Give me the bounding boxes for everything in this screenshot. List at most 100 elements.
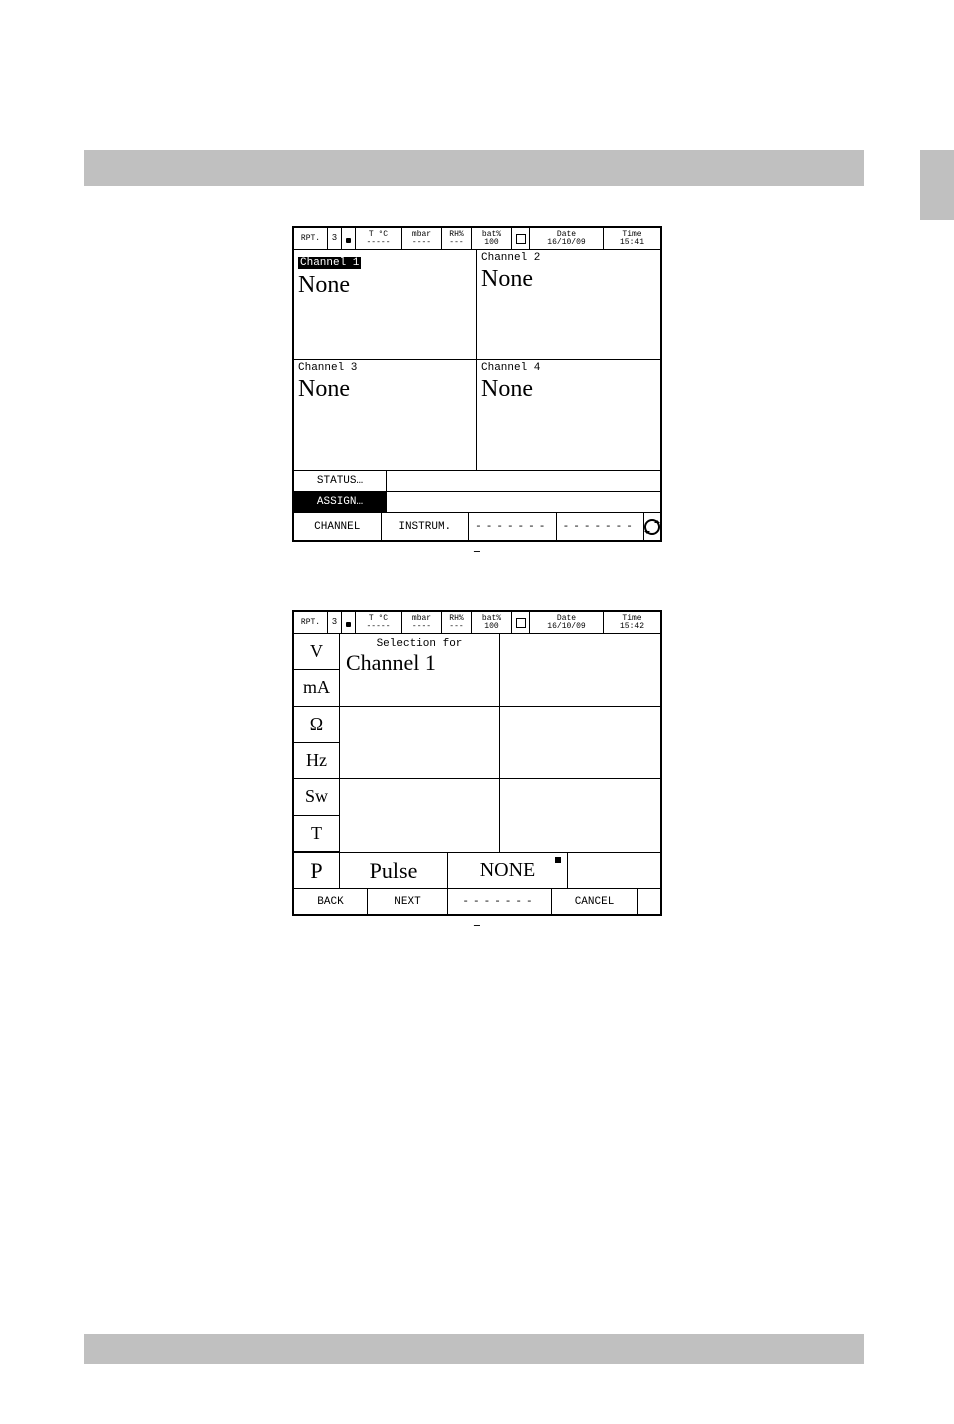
lcd-screen-2: RPT. 3 T °C----- mbar---- RH%--- bat%100… xyxy=(292,610,662,916)
status-rh-2: RH%--- xyxy=(442,612,472,633)
time-val-2: 15:42 xyxy=(606,623,658,631)
status-rpt-n: 3 xyxy=(328,228,342,249)
selection-value: Channel 1 xyxy=(346,650,493,676)
assign-menu-item[interactable]: ASSIGN… xyxy=(294,492,387,512)
unit-v[interactable]: V xyxy=(294,634,340,670)
cycle-icon xyxy=(644,519,660,535)
channel-4-value: None xyxy=(481,376,656,403)
instrum-button[interactable]: INSTRUM. xyxy=(382,513,470,540)
blank-area xyxy=(0,934,954,1294)
status-time-2: Time15:42 xyxy=(604,612,660,633)
status-card-icon xyxy=(512,228,530,249)
footer2-empty xyxy=(638,889,660,914)
screen2-box-tr xyxy=(500,634,660,707)
status-rpt-2: RPT. xyxy=(294,612,328,633)
side-tab xyxy=(920,150,954,220)
lcd-screen-1: RPT. 3 T °C ----- mbar ---- RH% --- bat%… xyxy=(292,226,662,542)
status-bar-2: RPT. 3 T °C----- mbar---- RH%--- bat%100… xyxy=(294,612,660,634)
rh-val-2: --- xyxy=(444,623,469,631)
channel-3-label: Channel 3 xyxy=(298,362,472,374)
unit-p[interactable]: P xyxy=(294,853,340,888)
unit-t[interactable]: T xyxy=(294,816,340,852)
t-val: ----- xyxy=(358,239,399,247)
screen2-box-ml xyxy=(340,707,500,780)
screen2-box-br xyxy=(500,779,660,852)
date-val-2: 16/10/09 xyxy=(532,623,601,631)
channel-2-label: Channel 2 xyxy=(481,252,656,264)
selection-box: Selection for Channel 1 xyxy=(340,634,500,707)
unit-column: V mA Ω Hz Sw T xyxy=(294,634,340,852)
screen2-box-bl xyxy=(340,779,500,852)
footer-dash-2: ------- xyxy=(557,513,645,540)
status-led-icon xyxy=(342,228,356,249)
channel-1-pane[interactable]: Channel 1 None xyxy=(294,250,477,360)
channel-grid: Channel 1 None Channel 2 None Channel 3 … xyxy=(294,250,660,470)
caption-1: – xyxy=(0,544,954,560)
status-led-icon-2 xyxy=(342,612,356,633)
channel-2-value: None xyxy=(481,266,656,293)
rpt-label-2: RPT. xyxy=(296,619,325,627)
screen2-main: Selection for Channel 1 xyxy=(340,634,660,852)
t-val-2: ----- xyxy=(358,623,399,631)
channel-3-pane[interactable]: Channel 3 None xyxy=(294,360,477,470)
mbar-val: ---- xyxy=(404,239,439,247)
status-date-2: Date16/10/09 xyxy=(530,612,604,633)
status-temp: T °C ----- xyxy=(356,228,402,249)
status-bar: RPT. 3 T °C ----- mbar ---- RH% --- bat%… xyxy=(294,228,660,250)
screen2-bottom-row: P Pulse NONE xyxy=(294,852,660,888)
pulse-button[interactable]: Pulse xyxy=(340,853,448,888)
channel-button[interactable]: CHANNEL xyxy=(294,513,382,540)
status-date: Date 16/10/09 xyxy=(530,228,604,249)
status-rpt-n-2: 3 xyxy=(328,612,342,633)
footer-bar xyxy=(84,1334,864,1364)
page: RPT. 3 T °C ----- mbar ---- RH% --- bat%… xyxy=(0,0,954,1424)
channel-3-value: None xyxy=(298,376,472,403)
unit-ma[interactable]: mA xyxy=(294,670,340,706)
unit-sw[interactable]: Sw xyxy=(294,779,340,815)
unit-hz[interactable]: Hz xyxy=(294,743,340,779)
status-mbar: mbar ---- xyxy=(402,228,442,249)
date-val: 16/10/09 xyxy=(532,239,601,247)
channel-4-label: Channel 4 xyxy=(481,362,656,374)
status-bat: bat% 100 xyxy=(472,228,512,249)
side-menu-row-1: STATUS… xyxy=(294,470,660,491)
screen2-body: V mA Ω Hz Sw T Selection for Channel 1 xyxy=(294,634,660,852)
cancel-button[interactable]: CANCEL xyxy=(552,889,638,914)
bat-val-2: 100 xyxy=(474,623,509,631)
status-rpt: RPT. xyxy=(294,228,328,249)
rpt-n: 3 xyxy=(330,234,339,243)
footer2-dash: ------- xyxy=(448,889,552,914)
status-card-icon-2 xyxy=(512,612,530,633)
screen2-footer: BACK NEXT ------- CANCEL xyxy=(294,888,660,914)
channel-1-value: None xyxy=(298,272,472,299)
status-mbar-2: mbar---- xyxy=(402,612,442,633)
channel-2-pane[interactable]: Channel 2 None xyxy=(477,250,660,360)
rpt-label: RPT. xyxy=(296,235,325,243)
rh-val: --- xyxy=(444,239,469,247)
status-bat-2: bat%100 xyxy=(472,612,512,633)
header-bar xyxy=(84,150,864,186)
channel-4-pane[interactable]: Channel 4 None xyxy=(477,360,660,470)
selection-label: Selection for xyxy=(346,638,493,650)
screen2-bottom-empty xyxy=(568,853,660,888)
bat-val: 100 xyxy=(474,239,509,247)
footer-dash-1: ------- xyxy=(469,513,557,540)
cycle-button[interactable] xyxy=(644,513,660,540)
status-temp-2: T °C----- xyxy=(356,612,402,633)
time-val: 15:41 xyxy=(606,239,658,247)
rpt-n-2: 3 xyxy=(330,618,339,627)
status-time: Time 15:41 xyxy=(604,228,660,249)
unit-ohm[interactable]: Ω xyxy=(294,707,340,743)
next-button[interactable]: NEXT xyxy=(368,889,448,914)
mbar-val-2: ---- xyxy=(404,623,439,631)
status-menu-item[interactable]: STATUS… xyxy=(294,471,387,491)
side-menu-row-2: ASSIGN… xyxy=(294,491,660,512)
top-spacer xyxy=(0,0,954,150)
back-button[interactable]: BACK xyxy=(294,889,368,914)
status-rh: RH% --- xyxy=(442,228,472,249)
channel-1-label: Channel 1 xyxy=(298,257,361,269)
none-button[interactable]: NONE xyxy=(448,853,568,888)
caption-2: – xyxy=(0,918,954,934)
footer-row: CHANNEL INSTRUM. ------- ------- xyxy=(294,512,660,540)
screen2-box-mr xyxy=(500,707,660,780)
